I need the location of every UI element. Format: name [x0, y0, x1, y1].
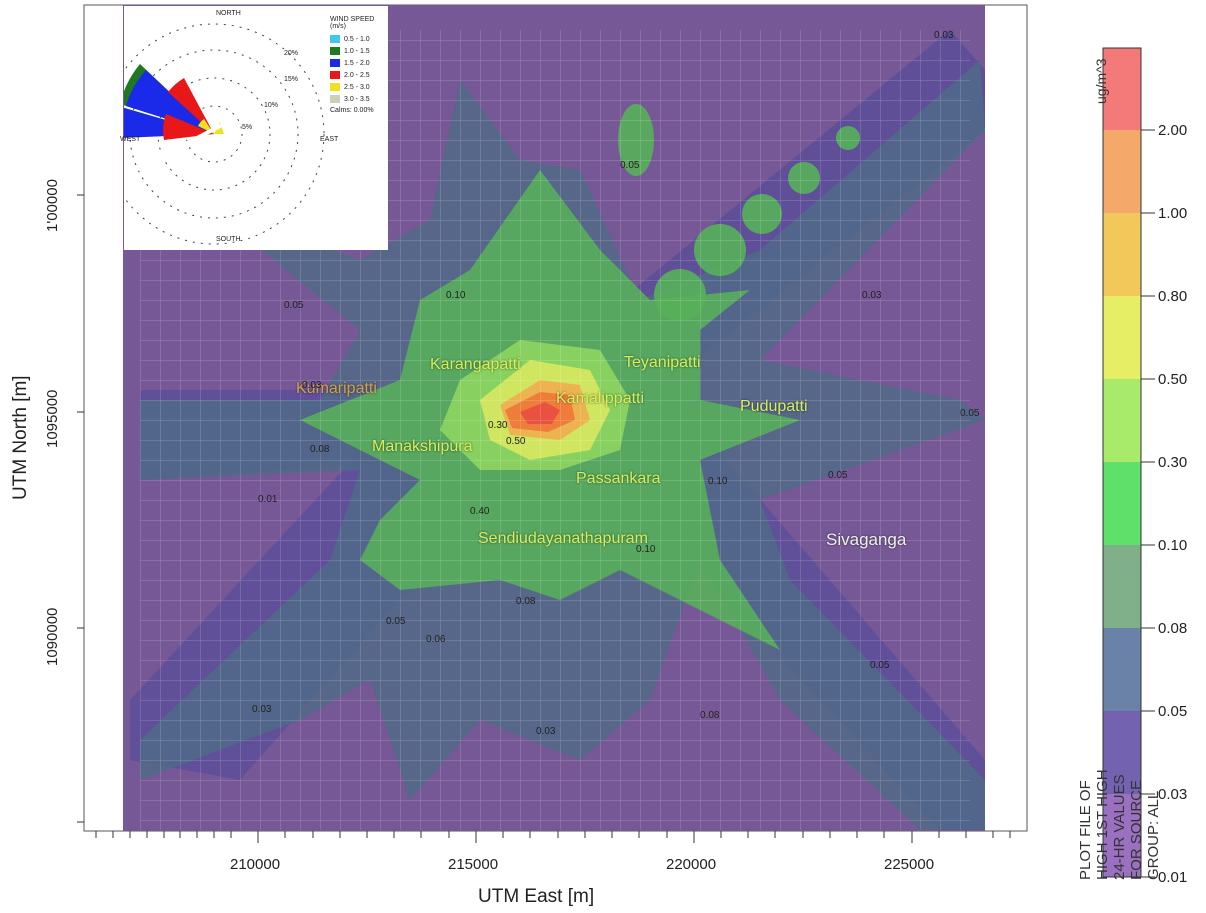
legend-label: 0.80 [1158, 288, 1188, 305]
rose-legend-row: 2.0 - 2.5 [330, 69, 390, 81]
contour-label: 0.03 [252, 704, 272, 715]
place-pudupatti: Pudupatti [740, 398, 808, 415]
rose-ring-15: 15% [284, 76, 299, 83]
contour-label: 0.30 [488, 420, 508, 431]
rose-ring-10: 10% [264, 102, 279, 109]
contour-label: 0.05 [620, 160, 640, 171]
legend-swatch-0.03 [1103, 711, 1141, 794]
contour-label: 0.10 [708, 476, 728, 487]
wind-rose [103, 23, 325, 245]
contour-label: 0.03 [536, 726, 556, 737]
legend-label: 0.03 [1158, 786, 1188, 803]
rose-calms: Calms: 0.00% [330, 107, 374, 114]
place-passankara: Passankara [576, 470, 661, 487]
rose-legend-row: 2.5 - 3.0 [330, 81, 390, 93]
rose-bin-red-1 [168, 78, 214, 134]
y-axis-title: UTM North [m] [10, 375, 31, 500]
legend-colorbar [1102, 47, 1155, 878]
legend-swatch-0.30 [1103, 379, 1141, 462]
rose-south-label: SOUTH [216, 236, 241, 243]
contour-label: 0.08 [516, 596, 536, 607]
rose-bin-blue-1 [126, 70, 214, 134]
legend-swatch-0.50 [1103, 296, 1141, 379]
rose-legend-row: 3.0 - 3.5 [330, 93, 390, 105]
rose-legend-unit: (m/s) [330, 23, 346, 30]
contour-label: 0.08 [700, 710, 720, 721]
legend-label: 0.10 [1158, 537, 1188, 554]
rose-bin-red-2 [163, 114, 214, 140]
rose-west-label: WEST [120, 136, 141, 143]
contour-label: 0.10 [446, 290, 466, 301]
contour-label: 0.05 [284, 300, 304, 311]
contour-label: 0.08 [310, 444, 330, 455]
y-tick-label: 1090000 [44, 607, 61, 666]
legend-label: 0.05 [1158, 703, 1188, 720]
contour-label: 0.40 [470, 506, 490, 517]
legend-swatch-2.00 [1103, 48, 1141, 130]
place-manakshipura: Manakshipura [372, 438, 473, 455]
contour-label: 0.05 [960, 408, 980, 419]
wind-rose-inset: NORTH SOUTH WEST EAST 5% 10% 15% 20% WIN… [103, 6, 390, 250]
place-karangapatti: Karangapatti [430, 356, 521, 373]
rose-legend: WIND SPEED (m/s) 0.5 - 1.0 1.0 - 1.5 1.5… [330, 16, 390, 114]
x-ticks [95, 831, 1011, 843]
contour-label: 0.06 [426, 634, 446, 645]
rose-ring-20: 20% [284, 50, 299, 57]
contour-label: 0.01 [258, 494, 278, 505]
y-tick-label: 1'00000 [44, 179, 61, 232]
y-tick-label: 1095000 [44, 389, 61, 448]
legend-swatch-0.10 [1103, 462, 1141, 545]
contour-label: 0.03 [302, 380, 322, 391]
legend-swatch-1.00 [1103, 130, 1141, 213]
contour-label: 0.05 [386, 616, 406, 627]
legend-swatch-0.08 [1103, 545, 1141, 628]
contour-label: 0.10 [636, 544, 656, 555]
legend-swatch-0.01 [1103, 794, 1141, 877]
rose-legend-row: 0.5 - 1.0 [330, 33, 390, 45]
place-sivaganga: Sivaganga [826, 530, 907, 549]
rose-ring-5: 5% [242, 124, 253, 131]
legend-label: 0.01 [1158, 869, 1188, 886]
contour-label: 0.03 [934, 30, 954, 41]
legend-title: PLOT FILE OF HIGH 1ST HIGH 24-HR VALUES … [1077, 769, 1162, 880]
place-sendiudayanathapuram: Sendiudayanathapuram [478, 530, 648, 547]
contour-label: 0.05 [828, 470, 848, 481]
rose-legend-row: 1.5 - 2.0 [330, 57, 390, 69]
legend-label: 2.00 [1158, 122, 1188, 139]
legend-label: 0.50 [1158, 371, 1188, 388]
place-teyanipatti: Teyanipatti [624, 354, 701, 371]
x-tick-label: 220000 [666, 856, 717, 873]
x-axis-title: UTM East [m] [478, 886, 595, 907]
rose-legend-title: WIND SPEED [330, 16, 375, 23]
x-tick-label: 210000 [230, 856, 281, 873]
place-kumaripatti: Kumaripatti [296, 380, 377, 397]
contour-label: 0.50 [506, 436, 526, 447]
legend-label: 1.00 [1158, 205, 1188, 222]
contour-label: 0.03 [862, 290, 882, 301]
legend-unit: ug/m^3 [1093, 58, 1109, 104]
y-ticks [77, 194, 84, 823]
legend-swatch-0.05 [1103, 628, 1141, 711]
legend-label: 0.08 [1158, 620, 1188, 637]
legend-swatch-0.80 [1103, 213, 1141, 296]
rose-legend-row: 1.0 - 1.5 [330, 45, 390, 57]
rose-north-label: NORTH [216, 10, 241, 17]
legend-label: 0.30 [1158, 454, 1188, 471]
rose-east-label: EAST [320, 136, 339, 143]
place-kamalippatti: Kamalippatti [556, 390, 645, 407]
contour-label: 0.05 [870, 660, 890, 671]
x-tick-label: 215000 [448, 856, 499, 873]
x-tick-label: 225000 [884, 856, 935, 873]
